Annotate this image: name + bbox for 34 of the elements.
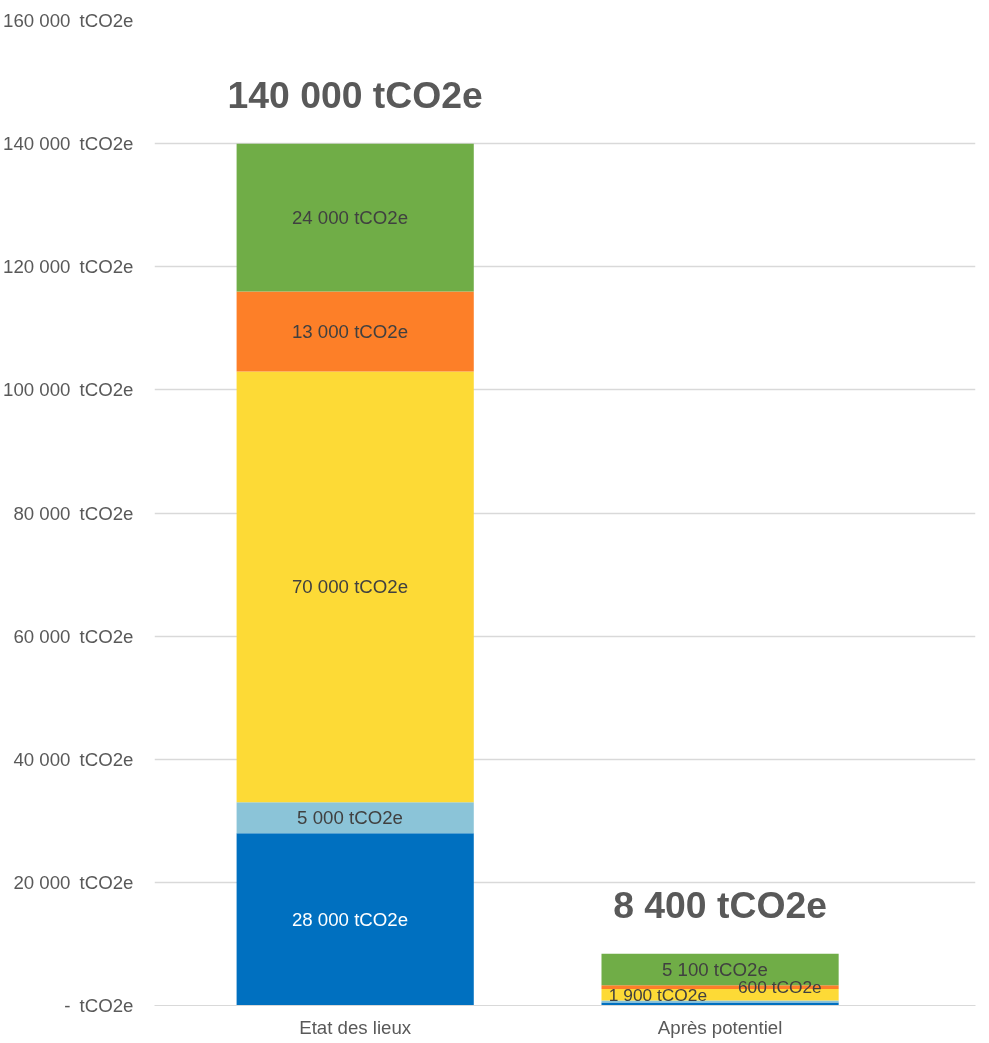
text: tCO2e [79, 748, 134, 770]
text: tCO2e [79, 625, 134, 647]
data-label: 28 000 tCO2e [291, 908, 409, 930]
text: tCO2e [79, 502, 134, 524]
x-tick-label: Etat des lieux [299, 1016, 412, 1038]
bar [236, 833, 474, 1006]
data-label: 5 100 tCO2e [662, 958, 768, 980]
x-tick-label: Après potentiel [657, 1016, 783, 1038]
text: tCO2e [79, 379, 134, 401]
bar [236, 143, 474, 292]
y-tick-label: 40 000 [13, 748, 71, 770]
y-tick-label: 80 000 [13, 502, 71, 524]
y-axis-title: tCO2e [79, 995, 134, 1016]
text: tCO2e [79, 10, 134, 31]
data-label: 24 000 tCO2e [291, 207, 409, 228]
bar [236, 802, 474, 834]
total-label: 140 000 tCO2e [227, 73, 483, 116]
data-label: 1 900 tCO2e [608, 984, 708, 1005]
text: tCO2e [79, 871, 134, 893]
data-label: 5 000 tCO2e [297, 807, 403, 829]
y-tick-label: 120 000 [3, 256, 71, 278]
y-tick-label: 160 000 [3, 10, 71, 31]
data-label: 70 000 tCO2e [291, 576, 409, 598]
y-tick-label: 100 000 [3, 379, 71, 401]
data-label: 13 000 tCO2e [291, 320, 409, 342]
y-tick-label: 20 000 [13, 871, 71, 893]
text: tCO2e [79, 256, 134, 278]
bar [236, 371, 474, 803]
y-tick-label: 140 000 [3, 133, 71, 155]
y-tick-label: 60 000 [13, 625, 71, 647]
bar [236, 291, 474, 372]
y-tick-label: - [64, 995, 71, 1016]
total-label: 8 400 tCO2e [613, 883, 827, 926]
text: tCO2e [79, 133, 134, 155]
